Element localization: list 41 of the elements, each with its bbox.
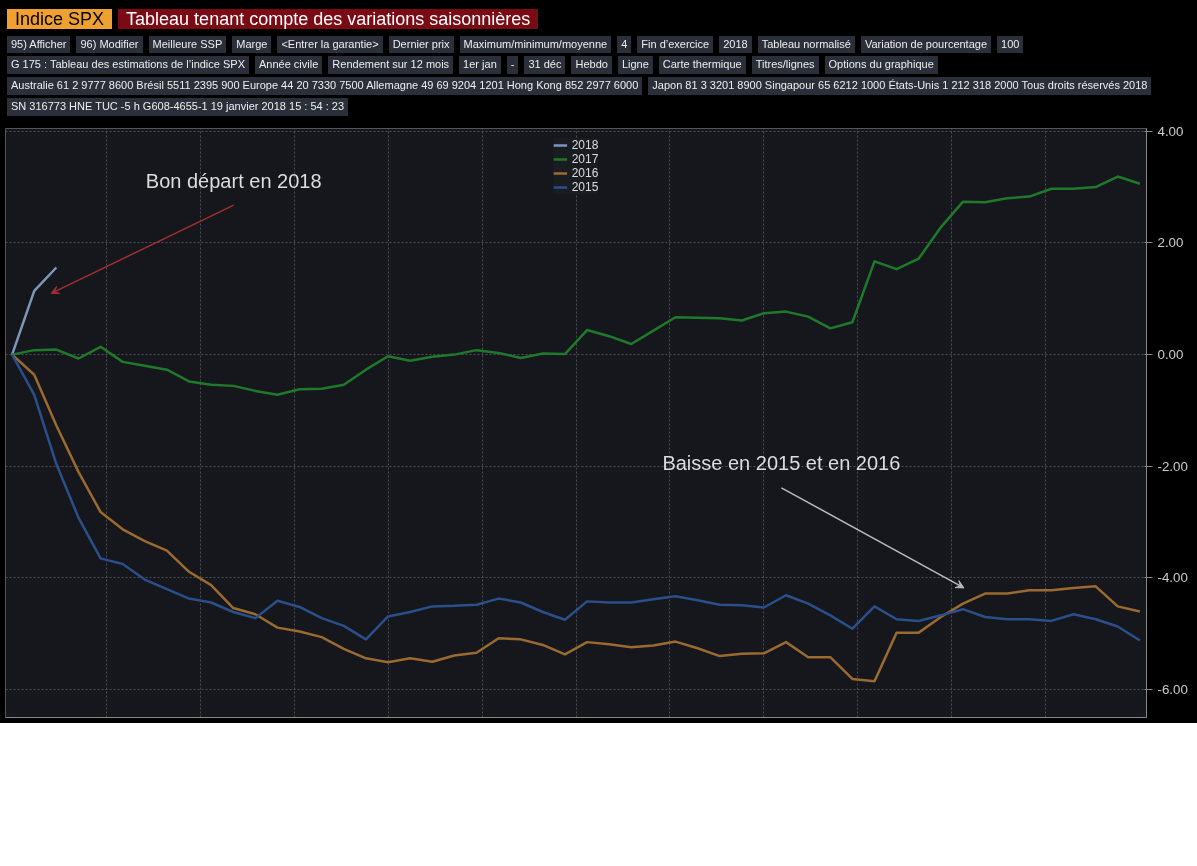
text: 4	[617, 35, 632, 54]
text: Ligne	[617, 56, 653, 75]
text: Hebdo	[571, 56, 612, 75]
chart-title: Indice SPX	[7, 9, 113, 29]
text: 1er jan	[459, 56, 501, 75]
text: G 175 : Tableau des estimations de l’indice SPX	[7, 56, 249, 75]
chart-subtitle: Tableau tenant compte des variations saisonnières	[118, 9, 539, 29]
text: 100	[997, 35, 1024, 54]
text: -	[506, 56, 519, 75]
text: Dernier prix	[388, 35, 454, 54]
y-tick-label: 2.00	[1157, 234, 1184, 250]
text: Maximum/minimum/moyenne	[459, 35, 612, 54]
text: 95) Afficher	[7, 35, 71, 54]
legend-label: 2015	[571, 179, 599, 194]
text: Meilleure SSP	[148, 35, 227, 54]
text: Australie 61 2 9777 8600 Brésil 5511 2395 900 Europe 44 20 7330 7500 Allemagne 49 69 9204 1201 Hong Kong 852 2977 6000	[7, 77, 643, 95]
y-tick-label: -4.00	[1157, 569, 1188, 585]
text: Tableau normalisé	[757, 35, 855, 54]
text: Titres/lignes	[751, 56, 819, 75]
text: Japon 81 3 3201 8900 Singapour 65 6212 1000 États-Unis 1 212 318 2000 Tous droits réservés 2018	[648, 77, 1152, 95]
annotation: Baisse en 2015 et en 2016	[662, 451, 901, 474]
text: Marge	[232, 35, 272, 54]
text: SN 316773 HNE TUC -5 h G608-4655-1 19 janvier 2018 15 : 54 : 23	[7, 97, 349, 116]
legend-label: 2017	[571, 151, 599, 166]
text: Année civile	[255, 56, 323, 75]
y-tick-label: -2.00	[1157, 458, 1188, 474]
y-tick-label: -6.00	[1157, 681, 1188, 697]
text: Rendement sur 12 mois	[328, 56, 454, 75]
text: Variation de pourcentage	[860, 35, 992, 54]
text: <Entrer la garantie>	[277, 35, 383, 54]
text: Carte thermique	[658, 56, 746, 75]
text: Options du graphique	[824, 56, 938, 75]
legend-label: 2016	[571, 165, 599, 180]
legend-label: 2018	[571, 137, 599, 152]
text: 96) Modifier	[76, 35, 143, 54]
annotation: Bon départ en 2018	[145, 169, 322, 192]
text: 2018	[719, 35, 752, 54]
y-tick-label: 4.00	[1157, 123, 1184, 139]
text: 31 déc	[524, 56, 566, 75]
text: Fin d’exercice	[637, 35, 714, 54]
y-tick-label: 0.00	[1157, 346, 1184, 362]
